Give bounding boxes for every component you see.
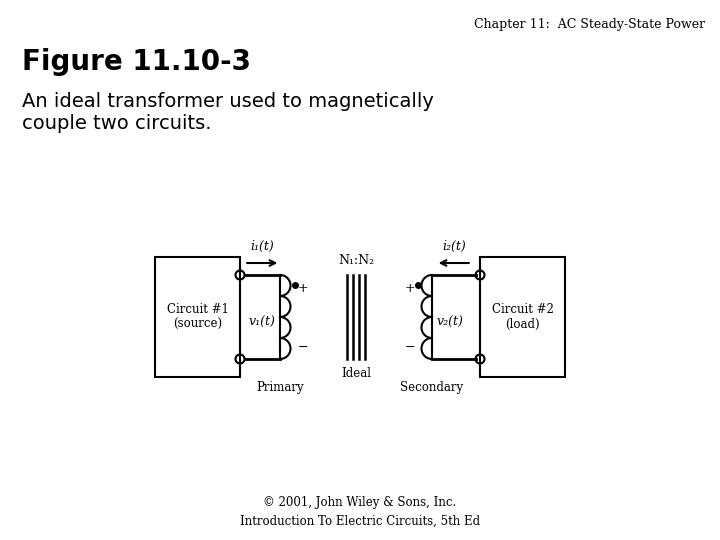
Text: +: + — [404, 282, 415, 295]
Text: −: − — [404, 341, 415, 354]
Text: Circuit #2
(load): Circuit #2 (load) — [492, 303, 554, 331]
Text: Figure 11.10-3: Figure 11.10-3 — [22, 48, 251, 76]
Text: Circuit #1
(source): Circuit #1 (source) — [166, 303, 228, 331]
Text: Secondary: Secondary — [400, 381, 464, 394]
Text: i₁(t): i₁(t) — [251, 240, 274, 253]
Text: Chapter 11:  AC Steady-State Power: Chapter 11: AC Steady-State Power — [474, 18, 705, 31]
Text: v₁(t): v₁(t) — [248, 315, 276, 328]
Text: i₂(t): i₂(t) — [442, 240, 466, 253]
Text: Ideal: Ideal — [341, 367, 371, 380]
Bar — [155, 257, 240, 377]
Text: N₁:N₂: N₁:N₂ — [338, 254, 374, 267]
Text: +: + — [297, 282, 308, 295]
Text: An ideal transformer used to magnetically
couple two circuits.: An ideal transformer used to magneticall… — [22, 92, 434, 133]
Bar — [480, 257, 565, 377]
Text: Primary: Primary — [256, 381, 304, 394]
Text: −: − — [297, 341, 307, 354]
Text: © 2001, John Wiley & Sons, Inc.
Introduction To Electric Circuits, 5th Ed: © 2001, John Wiley & Sons, Inc. Introduc… — [240, 496, 480, 528]
Text: v₂(t): v₂(t) — [436, 315, 464, 328]
